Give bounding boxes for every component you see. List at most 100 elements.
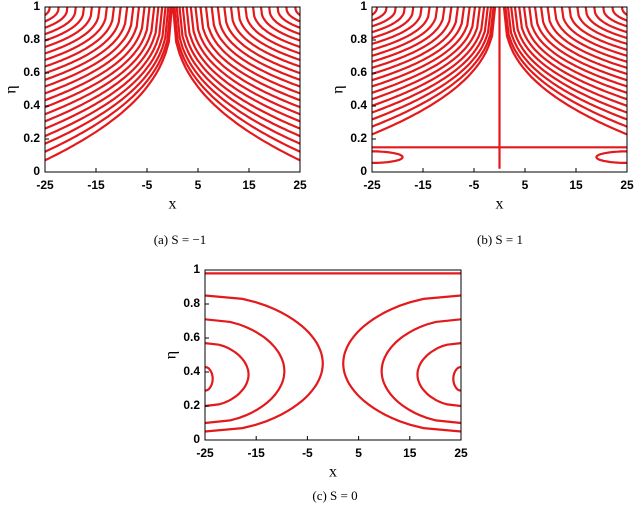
contour-line <box>533 7 627 82</box>
contour-line <box>45 7 173 162</box>
y-tick-label: 0 <box>193 432 200 446</box>
contour-line <box>45 7 60 23</box>
contour-line <box>189 7 300 116</box>
caption: (c) S = 0 <box>312 488 357 503</box>
x-tick-label: 15 <box>403 446 417 460</box>
contour-line <box>223 7 300 75</box>
contour-line <box>372 7 397 28</box>
contour-line <box>372 7 486 107</box>
contour-line <box>342 294 461 433</box>
x-tick-label: -15 <box>414 178 432 192</box>
contour-line <box>216 7 300 81</box>
contour-line <box>568 7 627 51</box>
contour-line <box>372 7 481 101</box>
contour-line <box>621 7 627 16</box>
contours <box>205 272 461 433</box>
y-tick-label: 0.6 <box>23 65 40 79</box>
x-tick-label: -25 <box>363 178 381 192</box>
contours <box>45 7 300 162</box>
contour-line <box>45 7 69 29</box>
contour-line <box>576 7 627 45</box>
x-tick-label: 5 <box>195 178 202 192</box>
contour-line <box>268 7 300 36</box>
contour-line <box>522 7 627 94</box>
contour-line <box>416 342 461 408</box>
contour-line <box>45 7 129 81</box>
y-tick-label: 0.2 <box>350 131 367 145</box>
contour-line <box>259 7 300 42</box>
contour-line <box>546 7 627 69</box>
x-tick-label: -25 <box>196 446 214 460</box>
x-tick-label: -5 <box>302 446 313 460</box>
contour-line <box>45 7 164 130</box>
x-tick-label: 15 <box>242 178 256 192</box>
y-tick-label: 1 <box>360 0 367 13</box>
y-tick-label: 1 <box>193 262 200 276</box>
x-axis-label: x <box>329 464 337 481</box>
contour-line <box>194 7 300 109</box>
contour-line <box>504 7 627 128</box>
contour-line <box>45 7 146 102</box>
contour-line <box>372 7 459 76</box>
y-tick-label: 0.6 <box>350 65 367 79</box>
contour-line <box>372 150 404 164</box>
y-tick-label: 0.8 <box>183 296 200 310</box>
contour-line <box>380 318 461 425</box>
contour-line <box>237 7 300 62</box>
contour-line <box>185 7 300 123</box>
contour-line <box>294 7 300 16</box>
contour-line <box>372 7 453 69</box>
contour-line <box>372 7 439 57</box>
caption: (b) S = 1 <box>477 232 523 247</box>
contour-line <box>276 7 300 29</box>
contour-line <box>45 7 116 68</box>
contour-line <box>602 7 627 28</box>
contour-line <box>372 7 489 114</box>
y-tick-label: 0 <box>360 164 367 178</box>
x-tick-label: -25 <box>36 178 54 192</box>
contour-line <box>584 7 627 40</box>
x-tick-label: -15 <box>87 178 105 192</box>
x-tick-label: -15 <box>248 446 266 460</box>
contour-line <box>372 7 471 88</box>
contour-line <box>540 7 627 76</box>
plot-frame <box>44 6 301 173</box>
x-axis-label: x <box>169 196 177 213</box>
contour-line <box>510 7 627 114</box>
contour-line <box>452 365 461 392</box>
contour-line <box>372 7 388 22</box>
contour-line <box>45 7 108 62</box>
contour-line <box>372 7 495 128</box>
contour-line <box>372 7 378 16</box>
contour-line <box>45 7 141 95</box>
contour-line <box>513 7 627 107</box>
y-tick-label: 0.6 <box>183 330 200 344</box>
caption: (a) S = −1 <box>154 232 207 247</box>
panel: -25 -15 -5 5 15 25 0 0.2 0.4 0.6 0.8 1 x η (a) S = −1 <box>3 0 307 247</box>
contour-line <box>175 7 300 145</box>
y-axis-label: η <box>330 85 347 93</box>
plot-frame <box>204 269 462 441</box>
contour-line <box>210 7 300 88</box>
contour-line <box>45 7 77 36</box>
x-tick-label: 5 <box>522 178 529 192</box>
contour-line <box>181 7 300 130</box>
contour-line <box>199 7 300 102</box>
contour-line <box>45 7 156 116</box>
contour-line <box>372 7 466 82</box>
contour-line <box>372 7 497 136</box>
panel: -25 -15 -5 5 15 25 0 0.2 0.4 0.6 0.8 1 x η (b) S = 1 <box>330 0 634 247</box>
contour-line <box>45 7 151 109</box>
x-tick-label: -5 <box>142 178 153 192</box>
panel: -25 -15 -5 5 15 25 0 0.2 0.4 0.6 0.8 1 x η (c) S = 0 <box>163 262 468 503</box>
contour-line <box>45 7 135 88</box>
contour-line <box>45 7 122 75</box>
contour-line <box>205 342 250 408</box>
contour-line <box>45 7 51 16</box>
contour-line <box>244 7 300 55</box>
contour-line <box>252 7 300 49</box>
y-axis-label: η <box>3 85 20 93</box>
contours <box>372 7 627 169</box>
x-tick-label: 5 <box>355 446 362 460</box>
